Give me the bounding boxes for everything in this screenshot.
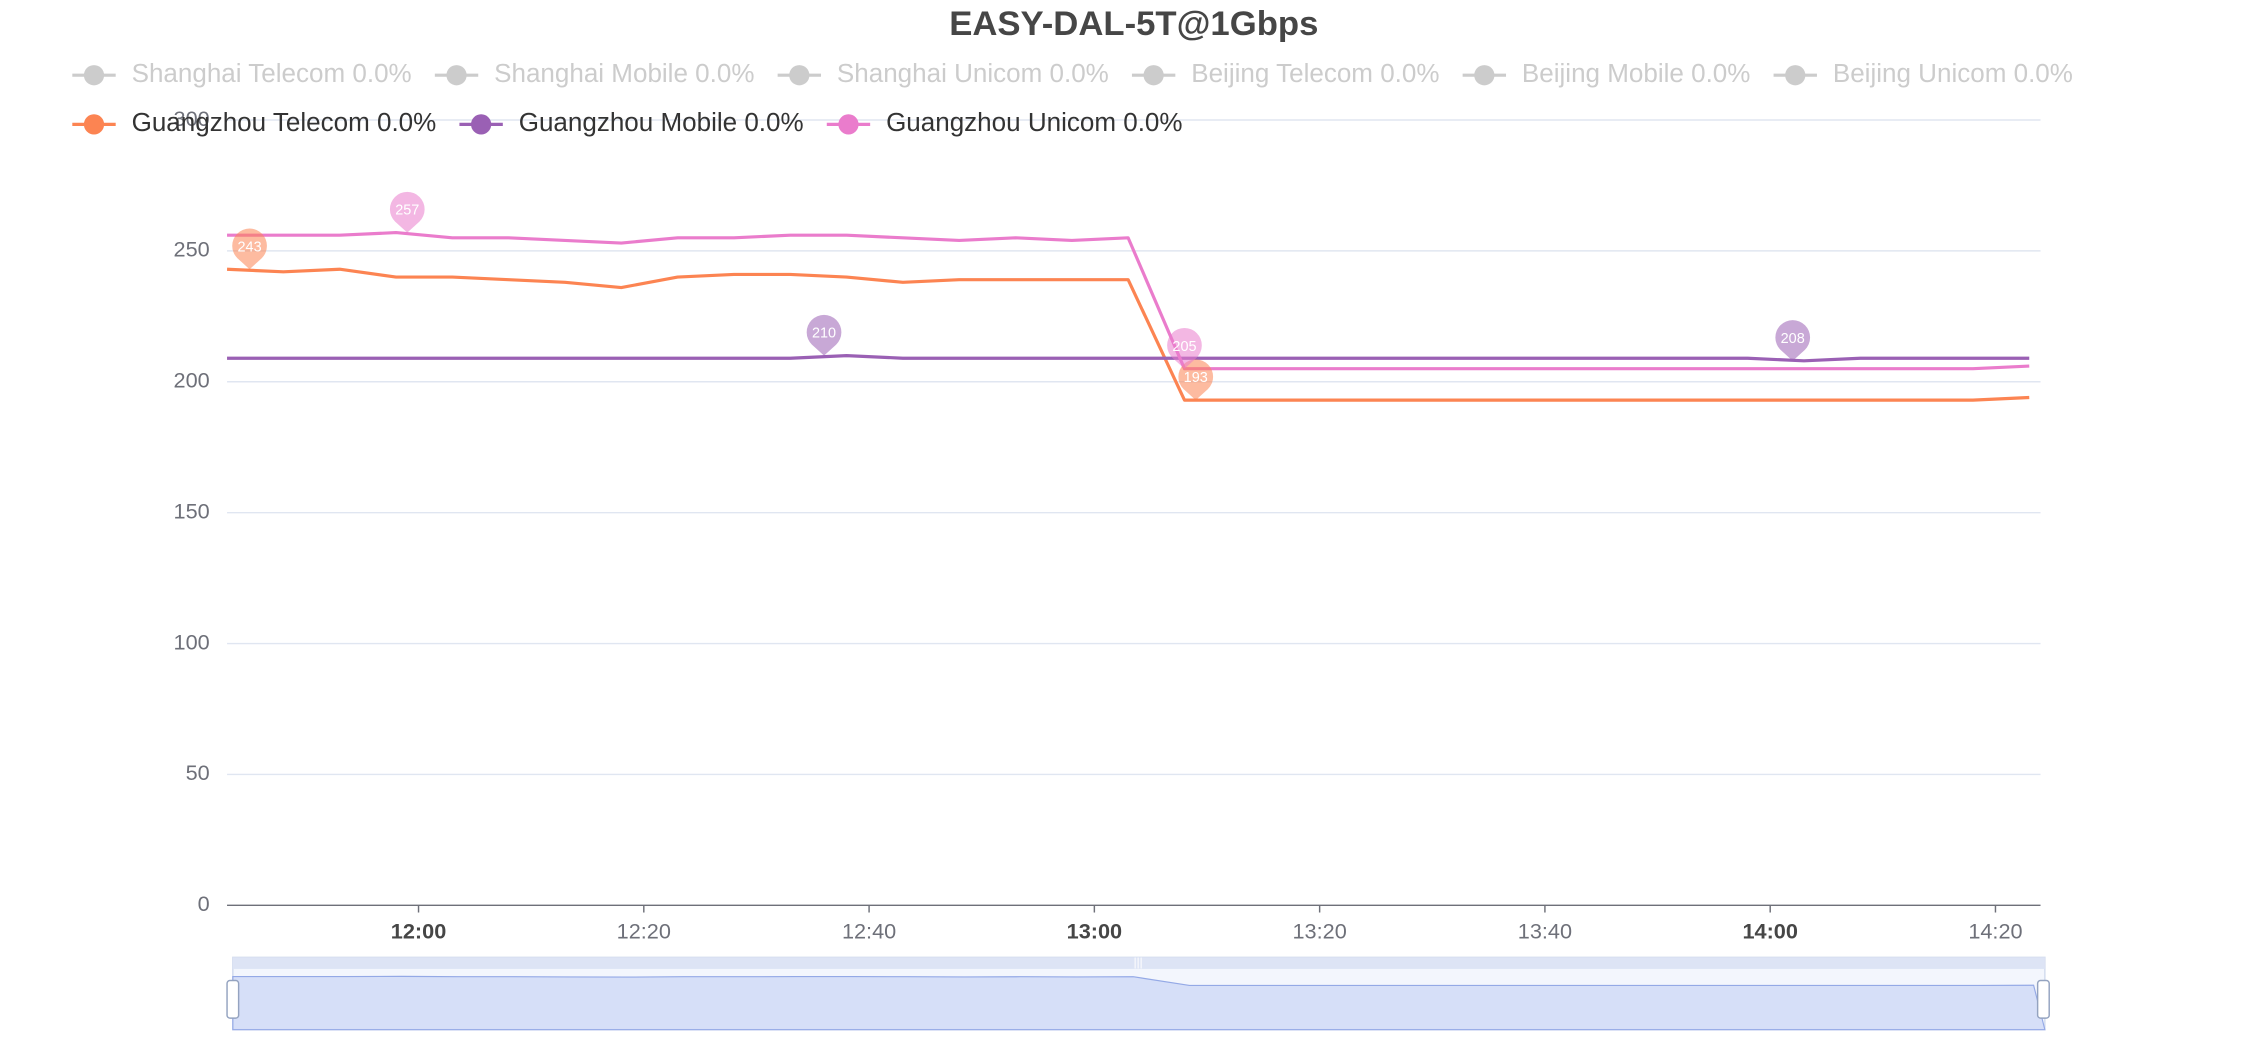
legend-label: Beijing Unicom 0.0% bbox=[1833, 58, 2073, 88]
mark-pin bbox=[232, 228, 267, 270]
legend-label: Shanghai Mobile 0.0% bbox=[494, 58, 754, 88]
mark-pin bbox=[389, 191, 425, 233]
data-zoom[interactable]: ||| bbox=[226, 956, 2050, 1031]
mark-label: 243 bbox=[238, 239, 262, 255]
x-tick-label: 13:20 bbox=[1292, 919, 1346, 944]
x-tick-label: 14:00 bbox=[1742, 919, 1797, 944]
mark-label: 208 bbox=[1781, 331, 1805, 347]
x-tick-label: 12:00 bbox=[391, 919, 446, 944]
y-tick-label: 300 bbox=[174, 106, 210, 131]
legend-dot bbox=[789, 65, 810, 86]
mark-label: 257 bbox=[395, 203, 419, 219]
legend-item[interactable]: Beijing Mobile 0.0% bbox=[1462, 58, 1751, 88]
y-tick-label: 0 bbox=[198, 891, 210, 916]
mark-label: 210 bbox=[812, 326, 836, 342]
legend-item[interactable]: Guangzhou Mobile 0.0% bbox=[459, 107, 804, 137]
mark-pin bbox=[806, 314, 842, 356]
legend-label: Beijing Mobile 0.0% bbox=[1522, 58, 1751, 88]
y-tick-label: 150 bbox=[174, 498, 210, 523]
zoom-bar bbox=[232, 957, 2045, 969]
y-tick-label: 250 bbox=[174, 237, 210, 262]
series-line bbox=[227, 230, 2030, 371]
x-tick-label: 12:40 bbox=[842, 919, 896, 944]
mark-label: 205 bbox=[1172, 339, 1196, 355]
legend-dot bbox=[83, 114, 105, 135]
chart-title: EASY-DAL-5T@1Gbps bbox=[949, 5, 1318, 43]
y-tick-label: 100 bbox=[174, 629, 210, 654]
zoom-preview bbox=[232, 975, 2046, 1031]
y-tick-label: 50 bbox=[186, 760, 210, 785]
legend-label: Shanghai Telecom 0.0% bbox=[132, 58, 412, 88]
zoom-handle bbox=[226, 979, 240, 1019]
legend-item[interactable]: Shanghai Telecom 0.0% bbox=[72, 58, 412, 88]
legend-dot bbox=[470, 114, 492, 135]
legend-item[interactable]: Guangzhou Telecom 0.0% bbox=[72, 107, 436, 137]
legend-item[interactable]: Beijing Telecom 0.0% bbox=[1131, 58, 1440, 88]
y-tick-label: 200 bbox=[174, 368, 210, 393]
mark-pin bbox=[1775, 320, 1811, 361]
legend-dot bbox=[1143, 65, 1164, 86]
legend-item[interactable]: Beijing Unicom 0.0% bbox=[1773, 58, 2073, 88]
legend-item[interactable]: Shanghai Mobile 0.0% bbox=[434, 58, 755, 88]
series-line bbox=[226, 267, 2030, 402]
x-tick-label: 13:00 bbox=[1067, 919, 1122, 944]
legend-label: Guangzhou Unicom 0.0% bbox=[886, 107, 1182, 137]
legend-item[interactable]: Shanghai Unicom 0.0% bbox=[777, 58, 1109, 88]
series-line bbox=[227, 354, 2030, 363]
legend-dot bbox=[1785, 65, 1806, 86]
zoom-handle bbox=[2036, 979, 2050, 1019]
x-tick-label: 13:40 bbox=[1518, 919, 1572, 944]
legend-dot bbox=[1474, 65, 1495, 86]
x-tick-label: 12:20 bbox=[617, 919, 671, 944]
mark-pin bbox=[1167, 327, 1202, 369]
mark-label: 193 bbox=[1184, 370, 1208, 386]
legend-label: Guangzhou Mobile 0.0% bbox=[519, 107, 804, 137]
legend-dot bbox=[446, 65, 467, 86]
legend-label: Guangzhou Telecom 0.0% bbox=[132, 107, 437, 137]
legend-dot bbox=[838, 114, 859, 135]
x-tick-label: 14:20 bbox=[1968, 919, 2022, 944]
legend-dot bbox=[83, 65, 105, 86]
mark-pin bbox=[1178, 359, 1214, 401]
legend-label: Shanghai Unicom 0.0% bbox=[837, 58, 1109, 88]
legend-item[interactable]: Guangzhou Unicom 0.0% bbox=[826, 107, 1183, 137]
legend-label: Beijing Telecom 0.0% bbox=[1191, 58, 1439, 88]
zoom-grip: ||| bbox=[1134, 957, 1143, 969]
